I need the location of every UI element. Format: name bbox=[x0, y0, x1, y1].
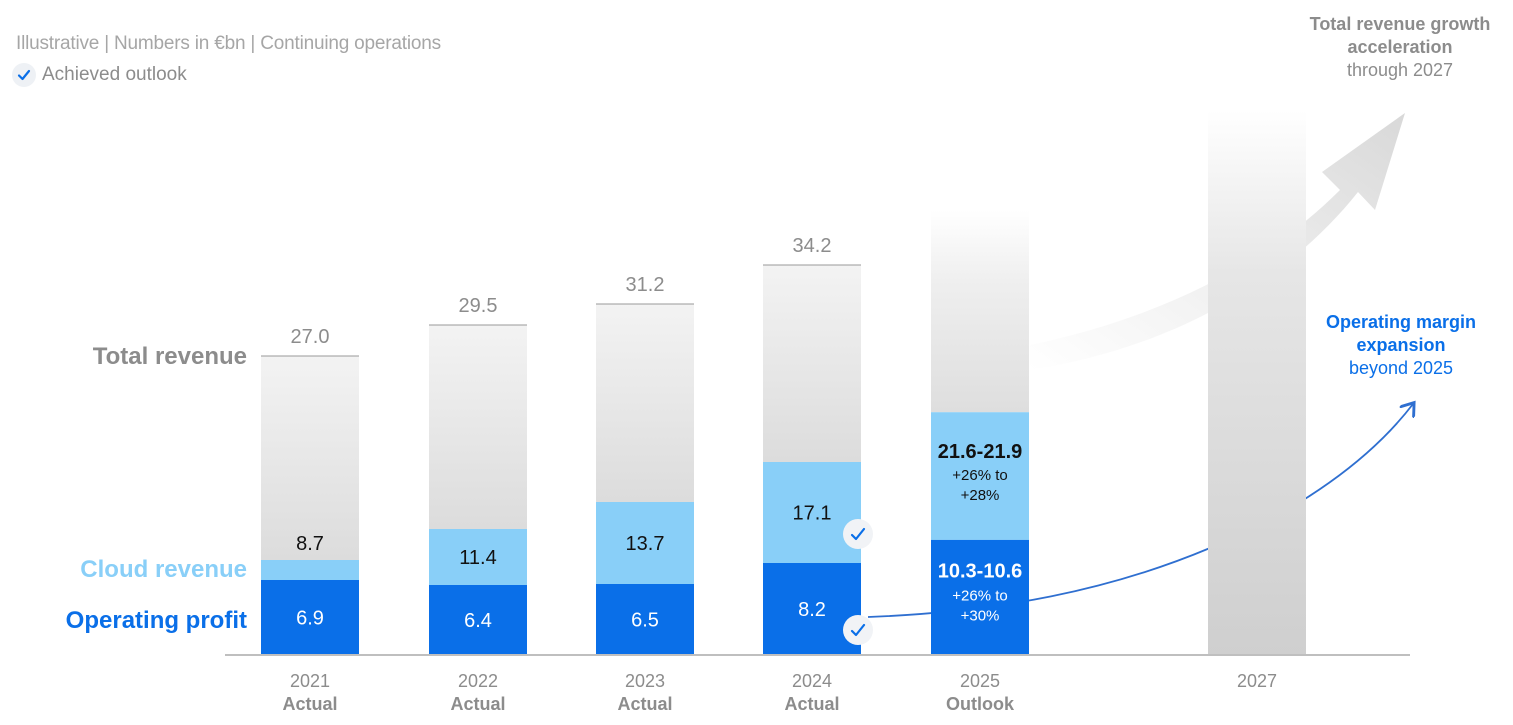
check-icon-cloud-2024-check bbox=[850, 527, 866, 541]
tick-sublabel-2021: Actual bbox=[282, 694, 337, 714]
tick-sublabel-2022: Actual bbox=[450, 694, 505, 714]
label-op-2024: 8.2 bbox=[798, 599, 826, 621]
row-label-cloud-revenue: Cloud revenue bbox=[80, 556, 247, 583]
tick-label-2023: 2023 bbox=[625, 671, 665, 691]
bar-op-2025 bbox=[931, 539, 1029, 655]
bar-op-2023 bbox=[596, 584, 694, 655]
label-op-2021: 6.9 bbox=[296, 608, 324, 630]
chart-subtitle: Illustrative | Numbers in €bn | Continui… bbox=[16, 33, 441, 54]
bar-total-2024 bbox=[763, 265, 861, 462]
margin-note-rest: beyond 2025 bbox=[1348, 358, 1454, 378]
bar-total-2021 bbox=[261, 356, 359, 560]
check-icon-cloud-2024 bbox=[843, 519, 873, 549]
legend-label: Achieved outlook bbox=[42, 64, 187, 85]
label-total-2022: 29.5 bbox=[459, 295, 498, 317]
label-total-2023: 31.2 bbox=[626, 274, 665, 296]
label-cloud-2021: 8.7 bbox=[296, 533, 324, 555]
label-total-2024: 34.2 bbox=[793, 235, 832, 257]
tick-label-2024: 2024 bbox=[792, 671, 832, 691]
tick-label-2027: 2027 bbox=[1237, 671, 1277, 691]
check-icon-cloud-2024-circle bbox=[843, 519, 873, 549]
label-op-2025-growth1: +26% to bbox=[952, 587, 1007, 604]
bar-cloud-2024 bbox=[763, 462, 861, 563]
growth-note-rest: through 2027 bbox=[1346, 60, 1454, 80]
bar-cloud-2022 bbox=[429, 529, 527, 585]
bar-cloud-2025 bbox=[931, 412, 1029, 540]
bar-cloud-2021 bbox=[261, 560, 359, 580]
row-label-total-revenue: Total revenue bbox=[92, 343, 247, 370]
check-icon-op-2024-circle bbox=[843, 615, 873, 645]
growth-arrow bbox=[1030, 113, 1405, 370]
tick-label-2025: 2025 bbox=[960, 671, 1000, 691]
label-op-2025-growth2: +30% bbox=[961, 607, 1000, 624]
margin-note-bold: Operating margin expansion bbox=[1325, 312, 1477, 355]
label-cloud-2025-growth2: +28% bbox=[961, 487, 1000, 504]
label-total-2021: 27.0 bbox=[291, 326, 330, 348]
tick-label-2022: 2022 bbox=[458, 671, 498, 691]
label-op-2022: 6.4 bbox=[464, 610, 492, 632]
bar-total-2023 bbox=[596, 304, 694, 502]
bar-op-2024 bbox=[763, 563, 861, 655]
label-op-2023: 6.5 bbox=[631, 610, 659, 632]
legend: Achieved outlook bbox=[12, 63, 187, 87]
bar-2027 bbox=[1208, 110, 1306, 655]
tick-sublabel-2025: Outlook bbox=[946, 694, 1015, 714]
growth-note-bold: Total revenue growth acceleration bbox=[1309, 14, 1491, 57]
row-label-operating-profit: Operating profit bbox=[65, 607, 247, 634]
label-cloud-2023: 13.7 bbox=[626, 533, 665, 555]
label-cloud-2022: 11.4 bbox=[459, 547, 496, 569]
check-icon-op-2024 bbox=[843, 615, 873, 645]
label-op-2025-range: 10.3-10.6 bbox=[938, 560, 1023, 582]
tick-sublabel-2024: Actual bbox=[784, 694, 839, 714]
bar-total-2022 bbox=[429, 325, 527, 529]
growth-note: Total revenue growth acceleration throug… bbox=[1280, 13, 1513, 82]
bar-cloud-2023 bbox=[596, 502, 694, 584]
tick-sublabel-2023: Actual bbox=[617, 694, 672, 714]
label-cloud-2025-range: 21.6-21.9 bbox=[938, 441, 1023, 463]
check-icon bbox=[12, 63, 36, 87]
bar-op-2022 bbox=[429, 585, 527, 655]
bar-op-2021 bbox=[261, 580, 359, 655]
tick-label-2021: 2021 bbox=[290, 671, 330, 691]
label-cloud-2025-growth1: +26% to bbox=[952, 467, 1007, 484]
bar-total-2025 bbox=[931, 210, 1029, 413]
check-icon-op-2024-check bbox=[850, 623, 866, 637]
label-cloud-2024: 17.1 bbox=[793, 503, 832, 525]
margin-note: Operating margin expansion beyond 2025 bbox=[1301, 311, 1501, 380]
